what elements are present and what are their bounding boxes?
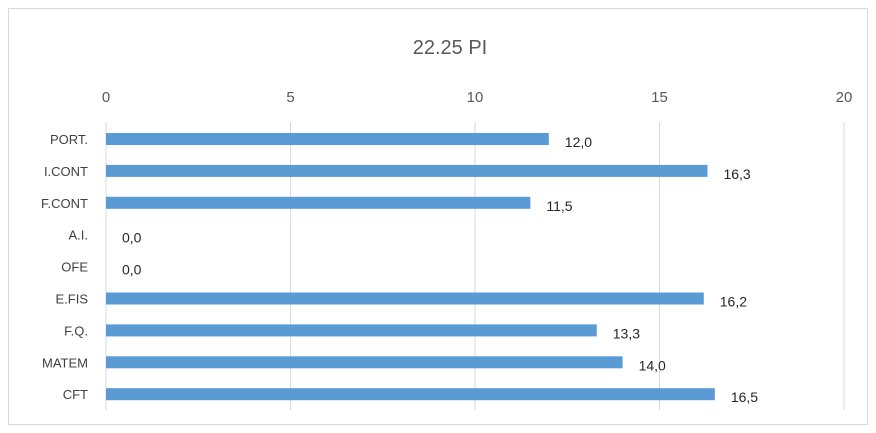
x-tick-label: 0 xyxy=(102,89,110,106)
category-label: CFT xyxy=(63,387,88,402)
bar xyxy=(106,196,531,209)
data-label: 0,0 xyxy=(122,262,142,278)
data-label: 12,0 xyxy=(565,134,592,150)
x-axis-ticks: 0 5 10 15 20 xyxy=(102,89,853,106)
category-label: OFE xyxy=(61,260,88,275)
bar xyxy=(106,164,708,177)
x-tick-label: 10 xyxy=(467,89,484,106)
x-tick-label: 15 xyxy=(651,89,668,106)
bar xyxy=(106,292,704,305)
data-label: 13,3 xyxy=(613,325,640,341)
category-label: PORT. xyxy=(50,132,88,147)
chart-frame xyxy=(8,8,868,425)
category-label: F.CONT xyxy=(41,196,88,211)
bar xyxy=(106,133,549,145)
data-label: 16,2 xyxy=(720,294,747,310)
data-label: 11,5 xyxy=(546,198,572,214)
category-label: A.I. xyxy=(68,228,88,243)
bar xyxy=(106,388,715,401)
bar xyxy=(106,356,623,369)
data-labels: 12,0 16,3 11,5 0,0 0,0 16,2 13,3 14,0 16,5 xyxy=(122,134,758,405)
category-label: MATEM xyxy=(42,355,88,370)
bars xyxy=(106,133,715,401)
data-label: 14,0 xyxy=(639,357,666,373)
category-label: F.Q. xyxy=(64,323,88,338)
chart-title: 22.25 PI xyxy=(413,37,488,59)
x-tick-label: 5 xyxy=(286,89,294,106)
bar xyxy=(106,324,597,337)
category-labels: PORT. I.CONT F.CONT A.I. OFE E.FIS F.Q. MATEM CF… xyxy=(41,132,88,402)
category-label: E.FIS xyxy=(55,292,88,307)
x-tick-label: 20 xyxy=(836,89,853,106)
data-label: 16,3 xyxy=(723,166,750,182)
category-label: I.CONT xyxy=(44,164,88,179)
data-label: 0,0 xyxy=(122,230,142,246)
data-label: 16,5 xyxy=(731,389,758,405)
